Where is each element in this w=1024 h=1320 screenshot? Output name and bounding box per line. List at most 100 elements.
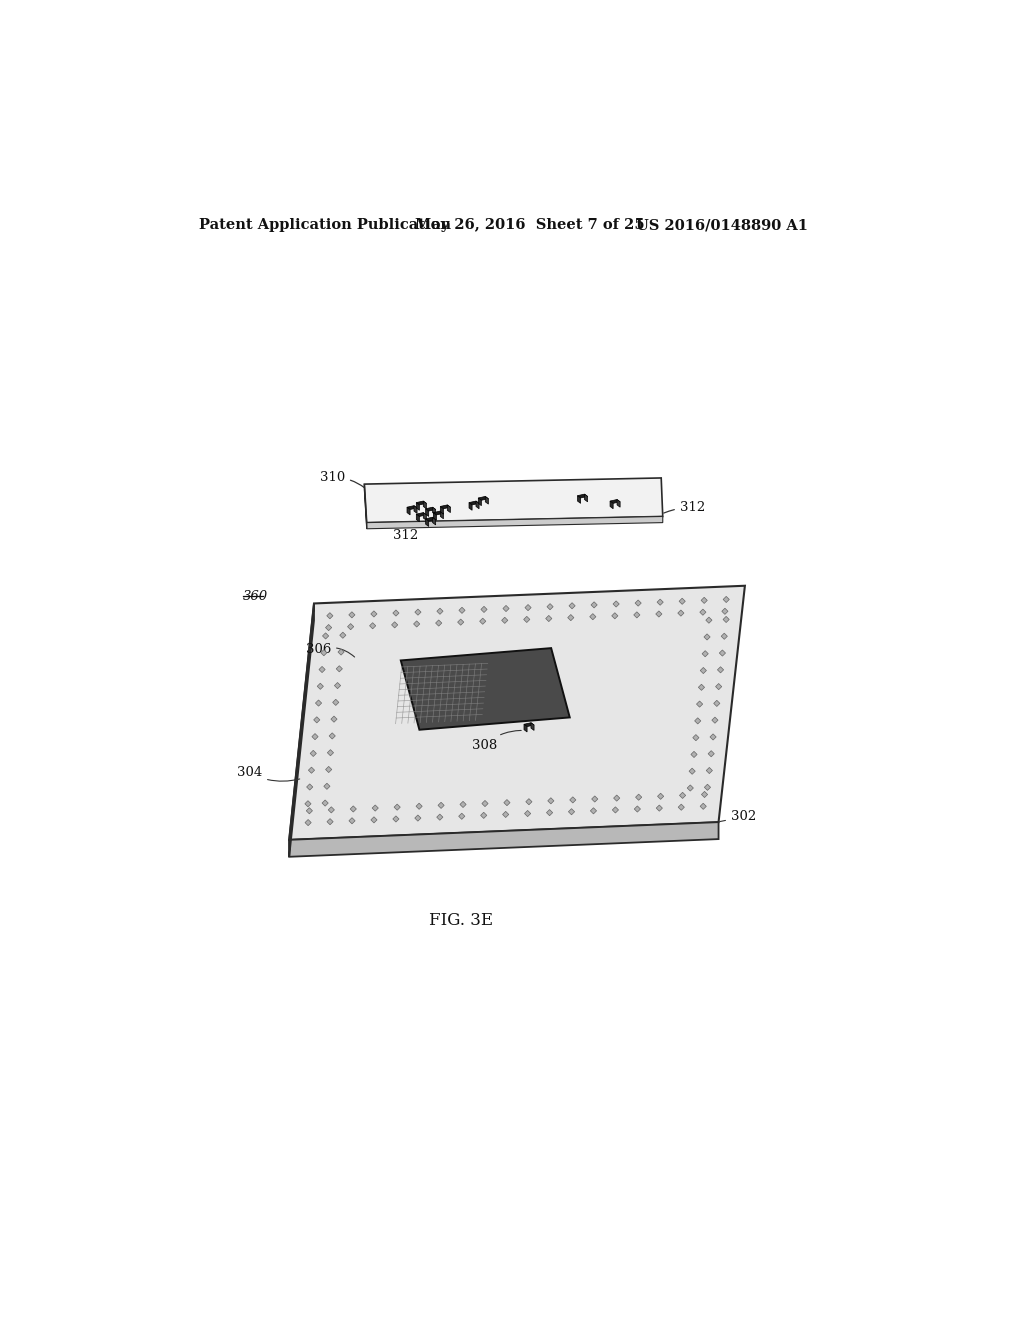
Polygon shape [710,734,716,741]
Polygon shape [503,812,509,817]
Polygon shape [617,499,621,507]
Polygon shape [502,618,508,623]
Polygon shape [707,767,713,774]
Polygon shape [590,614,596,620]
Polygon shape [657,599,664,606]
Polygon shape [417,512,426,516]
Polygon shape [391,622,397,628]
Polygon shape [329,733,335,739]
Polygon shape [306,784,312,791]
Polygon shape [459,607,465,614]
Text: 308: 308 [516,684,546,705]
Polygon shape [426,507,435,511]
Polygon shape [338,649,344,655]
Polygon shape [415,814,421,821]
Polygon shape [426,519,429,527]
Polygon shape [634,612,640,618]
Polygon shape [365,478,663,523]
Polygon shape [340,632,346,639]
Polygon shape [371,611,377,616]
Polygon shape [694,718,700,723]
Polygon shape [328,750,334,756]
Polygon shape [611,612,617,619]
Polygon shape [700,804,707,809]
Polygon shape [567,615,573,620]
Polygon shape [636,795,642,800]
Polygon shape [478,498,481,506]
Polygon shape [323,632,329,639]
Polygon shape [326,624,332,631]
Polygon shape [438,803,444,808]
Polygon shape [701,597,708,603]
Polygon shape [423,502,426,508]
Text: 310: 310 [319,471,365,488]
Polygon shape [312,734,318,739]
Polygon shape [414,506,417,513]
Polygon shape [705,784,711,791]
Polygon shape [365,484,367,529]
Polygon shape [718,667,724,673]
Polygon shape [436,814,443,820]
Polygon shape [525,799,532,805]
Polygon shape [394,804,400,810]
Polygon shape [689,768,695,775]
Polygon shape [480,812,486,818]
Polygon shape [702,651,709,657]
Polygon shape [460,801,466,808]
Polygon shape [321,649,327,656]
Polygon shape [723,597,729,602]
Polygon shape [612,807,618,813]
Polygon shape [546,615,552,622]
Polygon shape [414,620,420,627]
Polygon shape [569,603,575,609]
Polygon shape [322,800,329,807]
Polygon shape [432,507,435,515]
Polygon shape [350,807,356,812]
Polygon shape [481,606,487,612]
Polygon shape [523,616,529,623]
Polygon shape [504,800,510,805]
Polygon shape [479,618,485,624]
Polygon shape [687,785,693,791]
Text: 360: 360 [243,590,268,603]
Polygon shape [440,506,451,508]
Polygon shape [367,516,663,529]
Polygon shape [393,610,399,616]
Polygon shape [714,701,720,706]
Text: 302: 302 [720,810,756,824]
Polygon shape [313,717,319,723]
Polygon shape [485,496,488,504]
Polygon shape [578,496,581,503]
Polygon shape [585,494,588,502]
Polygon shape [327,818,333,825]
Polygon shape [698,684,705,690]
Polygon shape [289,822,719,857]
Polygon shape [569,797,575,803]
Polygon shape [333,700,339,705]
Polygon shape [423,512,426,520]
Polygon shape [326,767,332,772]
Polygon shape [634,807,640,812]
Polygon shape [310,750,316,756]
Polygon shape [324,783,330,789]
Polygon shape [331,715,337,722]
Polygon shape [524,725,527,733]
Polygon shape [440,511,443,519]
Polygon shape [703,634,711,640]
Polygon shape [335,682,341,689]
Polygon shape [547,809,553,816]
Polygon shape [700,668,707,673]
Polygon shape [370,623,376,628]
Polygon shape [440,507,443,515]
Polygon shape [371,817,377,822]
Polygon shape [407,507,410,515]
Polygon shape [372,805,378,810]
Polygon shape [305,820,311,826]
Polygon shape [701,792,708,797]
Polygon shape [547,603,553,610]
Polygon shape [469,502,479,506]
Text: 304: 304 [237,767,300,781]
Polygon shape [635,601,641,606]
Polygon shape [426,508,429,516]
Polygon shape [417,515,420,521]
